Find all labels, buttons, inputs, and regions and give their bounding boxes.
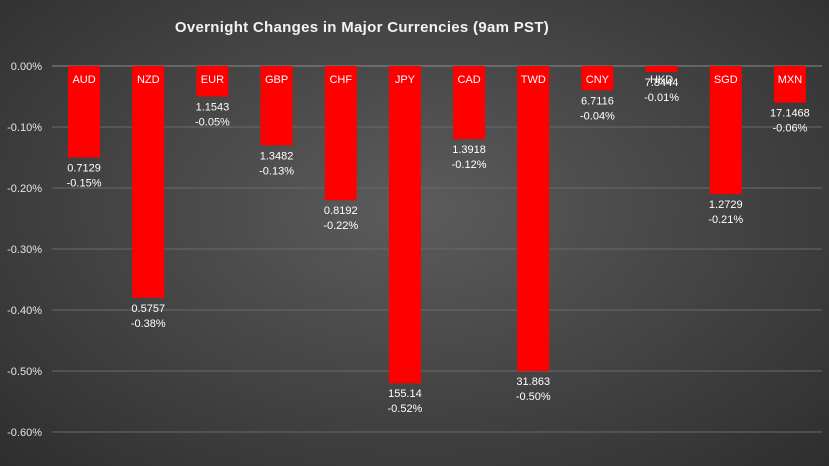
bar-cny (581, 66, 614, 91)
change-label: -0.15% (67, 178, 102, 190)
category-label: NZD (137, 74, 160, 86)
change-label: -0.04% (580, 110, 615, 122)
change-label: -0.50% (516, 391, 551, 403)
change-label: -0.01% (644, 92, 679, 104)
y-tick-label: -0.40% (7, 305, 42, 317)
category-label: CNY (586, 74, 610, 86)
gridlines (52, 65, 822, 433)
bar-twd (517, 66, 550, 371)
bar-cad (453, 66, 486, 140)
change-label: -0.22% (323, 220, 358, 232)
y-tick-label: -0.30% (7, 244, 42, 256)
category-label: TWD (521, 74, 546, 86)
change-label: -0.52% (387, 403, 422, 415)
bar-aud (68, 66, 101, 158)
rate-label: 6.7116 (581, 95, 614, 107)
bars (68, 66, 806, 384)
rate-label: 0.7129 (67, 163, 101, 175)
rate-label: 1.1543 (196, 102, 230, 114)
y-axis-ticks: 0.00% -0.10% -0.20% -0.30% -0.40% -0.50% -0.60… (7, 61, 42, 439)
rate-label: 31.863 (516, 376, 550, 388)
change-label: -0.12% (452, 159, 487, 171)
category-label: MXN (778, 74, 803, 86)
data-labels: AUD 0.7129 -0.15% NZD 0.5757 -0.38% EUR 1.1543 -… (67, 74, 810, 415)
category-label: AUD (72, 74, 95, 86)
category-label: CAD (457, 74, 480, 86)
bar-gbp (260, 66, 293, 146)
rate-label: 7.8444 (645, 77, 679, 89)
bar-eur (196, 66, 229, 97)
y-tick-label: -0.50% (7, 366, 42, 378)
bar-sgd (709, 66, 742, 195)
change-label: -0.05% (195, 117, 230, 129)
rate-label: 0.8192 (324, 205, 358, 217)
change-label: -0.38% (131, 318, 166, 330)
rate-label: 155.14 (388, 388, 422, 400)
category-label: HKD (650, 74, 673, 86)
category-label: CHF (329, 74, 352, 86)
category-label: GBP (265, 74, 288, 86)
rate-label: 0.5757 (131, 303, 165, 315)
rate-label: 1.2729 (709, 199, 743, 211)
category-label: JPY (395, 74, 416, 86)
y-tick-label: -0.10% (7, 122, 42, 134)
change-label: -0.13% (259, 165, 294, 177)
y-tick-label: -0.20% (7, 183, 42, 195)
change-label: -0.21% (708, 214, 743, 226)
rate-label: 1.3918 (452, 144, 486, 156)
bar-hkd (645, 66, 678, 73)
category-label: EUR (201, 74, 224, 86)
category-label: SGD (714, 74, 738, 86)
rate-label: 17.1468 (770, 108, 810, 120)
bar-chf (324, 66, 357, 201)
chart-title: Overnight Changes in Major Currencies (9… (175, 19, 549, 36)
y-tick-label: -0.60% (7, 427, 42, 439)
bar-mxn (773, 66, 806, 103)
change-label: -0.06% (772, 123, 807, 135)
y-tick-label: 0.00% (11, 61, 42, 73)
bar-nzd (132, 66, 165, 298)
rate-label: 1.3482 (260, 150, 294, 162)
bar-jpy (388, 66, 421, 384)
